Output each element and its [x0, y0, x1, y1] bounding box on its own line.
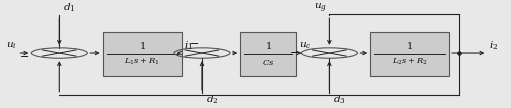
Text: $1$: $1$ [138, 40, 146, 51]
Text: $d_1$: $d_1$ [63, 2, 75, 14]
Text: $-$: $-$ [189, 37, 199, 47]
FancyBboxPatch shape [370, 32, 449, 76]
Text: $i_1$: $i_1$ [184, 39, 193, 52]
FancyBboxPatch shape [240, 32, 296, 76]
Text: $-$: $-$ [18, 50, 29, 60]
FancyBboxPatch shape [103, 32, 181, 76]
Text: $d_3$: $d_3$ [333, 94, 345, 106]
Text: $u_i$: $u_i$ [6, 40, 16, 51]
Text: $u_c$: $u_c$ [299, 40, 311, 51]
Text: $d_2$: $d_2$ [205, 94, 218, 106]
Text: $u_g$: $u_g$ [314, 2, 327, 15]
Text: $i_2$: $i_2$ [489, 39, 498, 52]
Text: $L_1s+R_1$: $L_1s+R_1$ [124, 57, 160, 67]
Text: $L_2s+R_2$: $L_2s+R_2$ [392, 57, 427, 67]
Text: $Cs$: $Cs$ [262, 58, 274, 67]
Text: $1$: $1$ [265, 40, 272, 51]
Text: $1$: $1$ [406, 40, 413, 51]
Text: $-$: $-$ [289, 46, 299, 56]
